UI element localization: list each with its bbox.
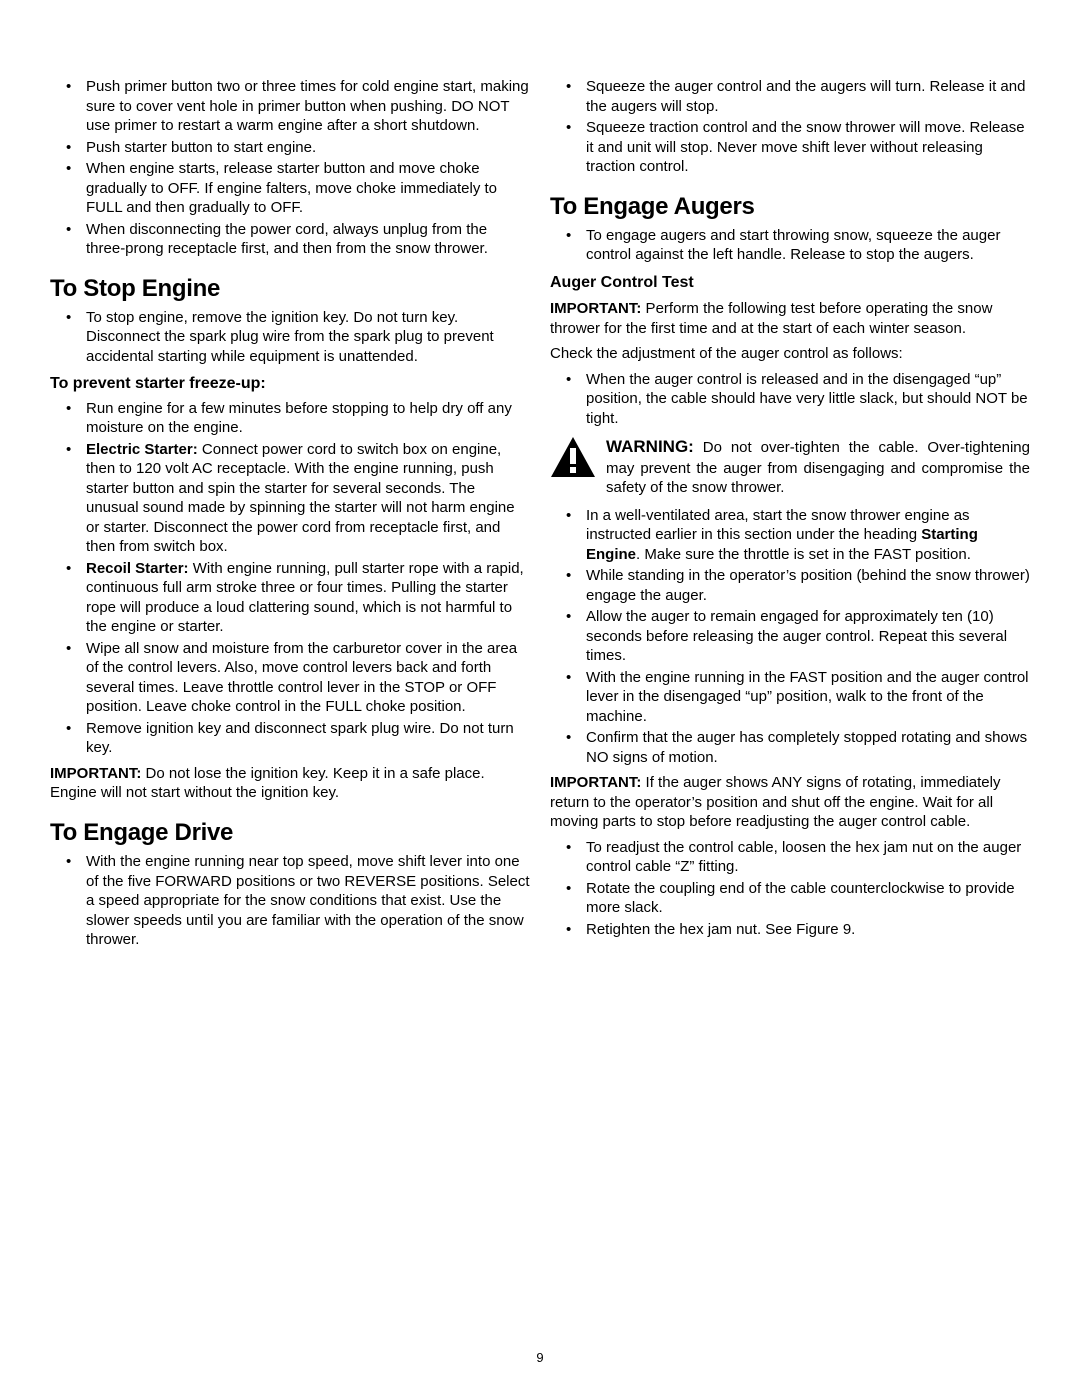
- step-pre: With the engine running in the FAST posi…: [586, 669, 1029, 725]
- prevent-freeze-list: Run engine for a few minutes before stop…: [50, 399, 530, 758]
- step-pre: Confirm that the auger has completely st…: [586, 729, 1027, 766]
- list-item: Remove ignition key and disconnect spark…: [50, 719, 530, 758]
- list-item: Allow the auger to remain engaged for ap…: [550, 607, 1030, 666]
- page-number: 9: [0, 1350, 1080, 1367]
- important-label: IMPORTANT:: [550, 774, 641, 791]
- important-note-2: IMPORTANT: If the auger shows ANY signs …: [550, 773, 1030, 832]
- item-text: Wipe all snow and moisture from the carb…: [86, 640, 517, 716]
- item-bold: Electric Starter:: [86, 441, 198, 458]
- two-column-layout: Push primer button two or three times fo…: [50, 75, 1030, 956]
- stop-engine-list: To stop engine, remove the ignition key.…: [50, 308, 530, 367]
- left-column: Push primer button two or three times fo…: [50, 75, 530, 956]
- important-label: IMPORTANT:: [550, 300, 641, 317]
- list-item: While standing in the operator’s positio…: [550, 566, 1030, 605]
- list-item: To stop engine, remove the ignition key.…: [50, 308, 530, 367]
- list-item: Confirm that the auger has completely st…: [550, 728, 1030, 767]
- warning-triangle-icon: [550, 436, 596, 478]
- important-note: IMPORTANT: Do not lose the ignition key.…: [50, 764, 530, 803]
- warning-label: WARNING:: [606, 437, 694, 456]
- list-item: Push primer button two or three times fo…: [50, 77, 530, 136]
- engage-drive-list: With the engine running near top speed, …: [50, 852, 530, 950]
- item-text: Connect power cord to switch box on engi…: [86, 441, 515, 556]
- list-item: Run engine for a few minutes before stop…: [50, 399, 530, 438]
- item-text: Run engine for a few minutes before stop…: [86, 400, 512, 437]
- list-item: When engine starts, release starter butt…: [50, 159, 530, 218]
- auger-control-test-subheading: Auger Control Test: [550, 273, 1030, 294]
- list-item: With the engine running in the FAST posi…: [550, 668, 1030, 727]
- list-item: When disconnecting the power cord, alway…: [50, 220, 530, 259]
- readjust-list: To readjust the control cable, loosen th…: [550, 838, 1030, 940]
- engage-drive-heading: To Engage Drive: [50, 817, 530, 848]
- list-item: Wipe all snow and moisture from the carb…: [50, 639, 530, 717]
- step-pre: In a well-ventilated area, start the sno…: [586, 507, 970, 544]
- check-bullet-list: When the auger control is released and i…: [550, 370, 1030, 429]
- step-post: . Make sure the throttle is set in the F…: [636, 546, 971, 563]
- item-bold: Recoil Starter:: [86, 560, 189, 577]
- list-item: In a well-ventilated area, start the sno…: [550, 506, 1030, 565]
- list-item: Rotate the coupling end of the cable cou…: [550, 879, 1030, 918]
- important-label: IMPORTANT:: [50, 765, 141, 782]
- list-item: Push starter button to start engine.: [50, 138, 530, 158]
- step-pre: Allow the auger to remain engaged for ap…: [586, 608, 1007, 664]
- list-item: To readjust the control cable, loosen th…: [550, 838, 1030, 877]
- engage-augers-heading: To Engage Augers: [550, 191, 1030, 222]
- list-item: To engage augers and start throwing snow…: [550, 226, 1030, 265]
- list-item: When the auger control is released and i…: [550, 370, 1030, 429]
- list-item: Squeeze the auger control and the augers…: [550, 77, 1030, 116]
- list-item: Recoil Starter: With engine running, pul…: [50, 559, 530, 637]
- prevent-freeze-subheading: To prevent starter freeze-up:: [50, 374, 530, 395]
- manual-page: Push primer button two or three times fo…: [0, 0, 1080, 1397]
- step-pre: While standing in the operator’s positio…: [586, 567, 1030, 604]
- item-text: Remove ignition key and disconnect spark…: [86, 720, 514, 757]
- stop-engine-heading: To Stop Engine: [50, 273, 530, 304]
- right-column: Squeeze the auger control and the augers…: [550, 75, 1030, 956]
- intro-bullet-list: Push primer button two or three times fo…: [50, 77, 530, 259]
- warning-text-block: WARNING: Do not over-tighten the cable. …: [606, 436, 1030, 497]
- check-line: Check the adjustment of the auger contro…: [550, 344, 1030, 364]
- warning-block: WARNING: Do not over-tighten the cable. …: [550, 436, 1030, 497]
- list-item: With the engine running near top speed, …: [50, 852, 530, 950]
- list-item: Squeeze traction control and the snow th…: [550, 118, 1030, 177]
- list-item: Electric Starter: Connect power cord to …: [50, 440, 530, 557]
- list-item: Retighten the hex jam nut. See Figure 9.: [550, 920, 1030, 940]
- steps-list: In a well-ventilated area, start the sno…: [550, 506, 1030, 768]
- engage-augers-list: To engage augers and start throwing snow…: [550, 226, 1030, 265]
- important-note-1: IMPORTANT: Perform the following test be…: [550, 299, 1030, 338]
- top-bullet-list: Squeeze the auger control and the augers…: [550, 77, 1030, 177]
